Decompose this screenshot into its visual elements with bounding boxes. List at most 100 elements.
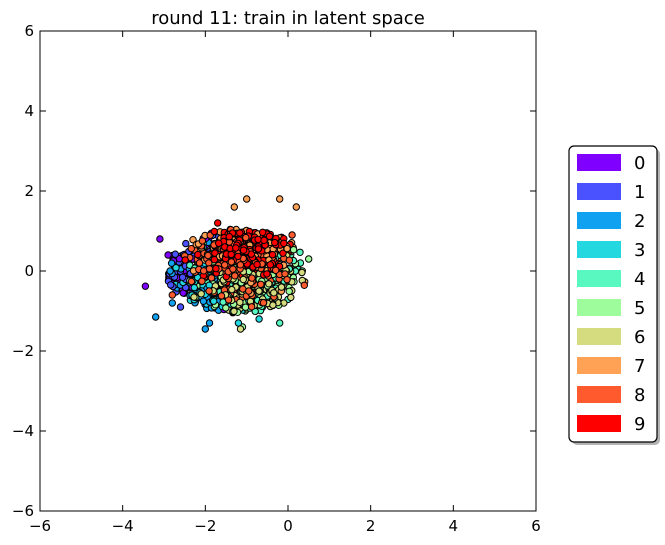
data-point-series-8 xyxy=(227,258,236,266)
data-point-series-9 xyxy=(265,232,274,241)
data-point-series-2 xyxy=(152,313,160,321)
data-point-series-2 xyxy=(201,325,210,333)
data-point-series-5 xyxy=(222,304,230,312)
data-point-series-6 xyxy=(270,289,278,297)
legend-swatch-1 xyxy=(577,183,621,200)
data-point-series-8 xyxy=(248,274,256,282)
data-point-series-8 xyxy=(247,303,256,311)
data-point-series-1 xyxy=(178,273,187,281)
data-point-series-8 xyxy=(288,231,296,239)
chart-title: round 11: train in latent space xyxy=(151,8,425,29)
legend-swatch-8 xyxy=(577,386,621,403)
data-point-series-9 xyxy=(239,246,248,254)
data-point-series-8 xyxy=(205,287,213,295)
points-layer xyxy=(141,195,313,333)
y-tick-label: 6 xyxy=(24,22,34,40)
data-point-series-5 xyxy=(285,287,293,295)
data-point-series-8 xyxy=(198,237,207,245)
x-tick-label: −2 xyxy=(194,517,216,535)
data-point-series-1 xyxy=(171,250,180,258)
data-point-series-1 xyxy=(167,281,175,289)
data-point-series-3 xyxy=(172,264,180,272)
data-point-series-9 xyxy=(225,233,234,241)
data-point-series-8 xyxy=(245,287,253,295)
legend-label-3: 3 xyxy=(634,240,645,261)
data-point-series-8 xyxy=(242,233,250,242)
data-point-series-9 xyxy=(210,256,219,264)
data-point-series-0 xyxy=(156,235,164,243)
data-point-series-9 xyxy=(194,250,202,259)
data-point-series-9 xyxy=(181,256,189,264)
data-point-series-8 xyxy=(207,274,216,282)
data-point-series-8 xyxy=(229,265,237,273)
data-point-series-6 xyxy=(239,275,248,284)
data-point-series-8 xyxy=(221,261,229,269)
legend-label-5: 5 xyxy=(634,298,645,319)
y-tick-label: 0 xyxy=(24,262,34,280)
y-tick-label: −2 xyxy=(12,342,34,360)
data-point-series-9 xyxy=(236,229,244,237)
data-point-series-7 xyxy=(283,244,291,253)
x-tick-label: 0 xyxy=(283,517,293,535)
data-point-series-8 xyxy=(205,265,214,273)
data-point-series-6 xyxy=(269,301,277,309)
data-point-series-9 xyxy=(279,249,287,257)
data-point-series-8 xyxy=(187,277,196,286)
data-point-series-8 xyxy=(272,266,280,274)
data-point-series-8 xyxy=(217,292,226,300)
legend-swatch-5 xyxy=(577,299,621,316)
data-point-series-9 xyxy=(214,219,222,227)
data-point-series-0 xyxy=(141,282,150,290)
y-tick-label: 2 xyxy=(24,182,34,200)
x-tick-label: 4 xyxy=(449,517,459,535)
data-point-series-9 xyxy=(254,235,262,244)
data-point-series-9 xyxy=(259,228,267,237)
data-point-series-2 xyxy=(167,259,176,267)
legend-swatch-2 xyxy=(577,212,621,229)
legend-swatch-0 xyxy=(577,154,621,171)
legend-label-9: 9 xyxy=(634,414,645,435)
data-point-series-3 xyxy=(255,315,263,323)
data-point-series-2 xyxy=(166,267,174,275)
data-point-series-9 xyxy=(212,264,220,273)
data-point-series-8 xyxy=(300,281,308,289)
data-point-series-9 xyxy=(254,245,263,253)
data-point-series-6 xyxy=(255,287,263,295)
data-point-series-8 xyxy=(239,285,247,293)
data-point-series-4 xyxy=(276,319,284,327)
data-point-series-6 xyxy=(287,293,295,302)
legend-swatch-7 xyxy=(577,357,621,374)
data-point-series-6 xyxy=(236,298,244,306)
data-point-series-8 xyxy=(204,251,212,260)
y-tick-label: −6 xyxy=(12,502,34,520)
data-point-series-6 xyxy=(228,285,236,294)
data-point-series-6 xyxy=(236,325,245,333)
legend-swatch-4 xyxy=(577,270,621,287)
data-point-series-9 xyxy=(260,236,268,245)
data-point-series-8 xyxy=(259,299,268,307)
data-point-series-1 xyxy=(176,303,185,311)
data-point-series-6 xyxy=(277,283,286,291)
data-point-series-8 xyxy=(236,261,245,269)
data-point-series-6 xyxy=(298,268,306,277)
data-point-series-9 xyxy=(227,250,235,259)
data-point-series-9 xyxy=(280,239,288,248)
axes-layer: −6 −4 −2 0 2 4 6 −6 −4 −2 0 2 4 6 xyxy=(12,22,541,535)
data-point-series-9 xyxy=(271,238,279,247)
data-point-series-7 xyxy=(292,203,300,211)
data-point-series-9 xyxy=(215,239,223,247)
data-point-series-8 xyxy=(283,275,291,284)
legend-label-6: 6 xyxy=(634,327,645,348)
legend-label-0: 0 xyxy=(634,153,645,174)
data-point-series-8 xyxy=(198,277,206,285)
data-point-series-8 xyxy=(257,280,265,288)
data-point-series-5 xyxy=(241,303,250,311)
legend-label-7: 7 xyxy=(634,356,645,377)
data-point-series-6 xyxy=(190,293,198,301)
data-point-series-9 xyxy=(234,252,242,261)
y-tick-label: 4 xyxy=(24,102,34,120)
x-tick-label: −4 xyxy=(112,517,134,535)
data-point-series-0 xyxy=(164,251,172,259)
y-tick-label: −4 xyxy=(12,422,34,440)
